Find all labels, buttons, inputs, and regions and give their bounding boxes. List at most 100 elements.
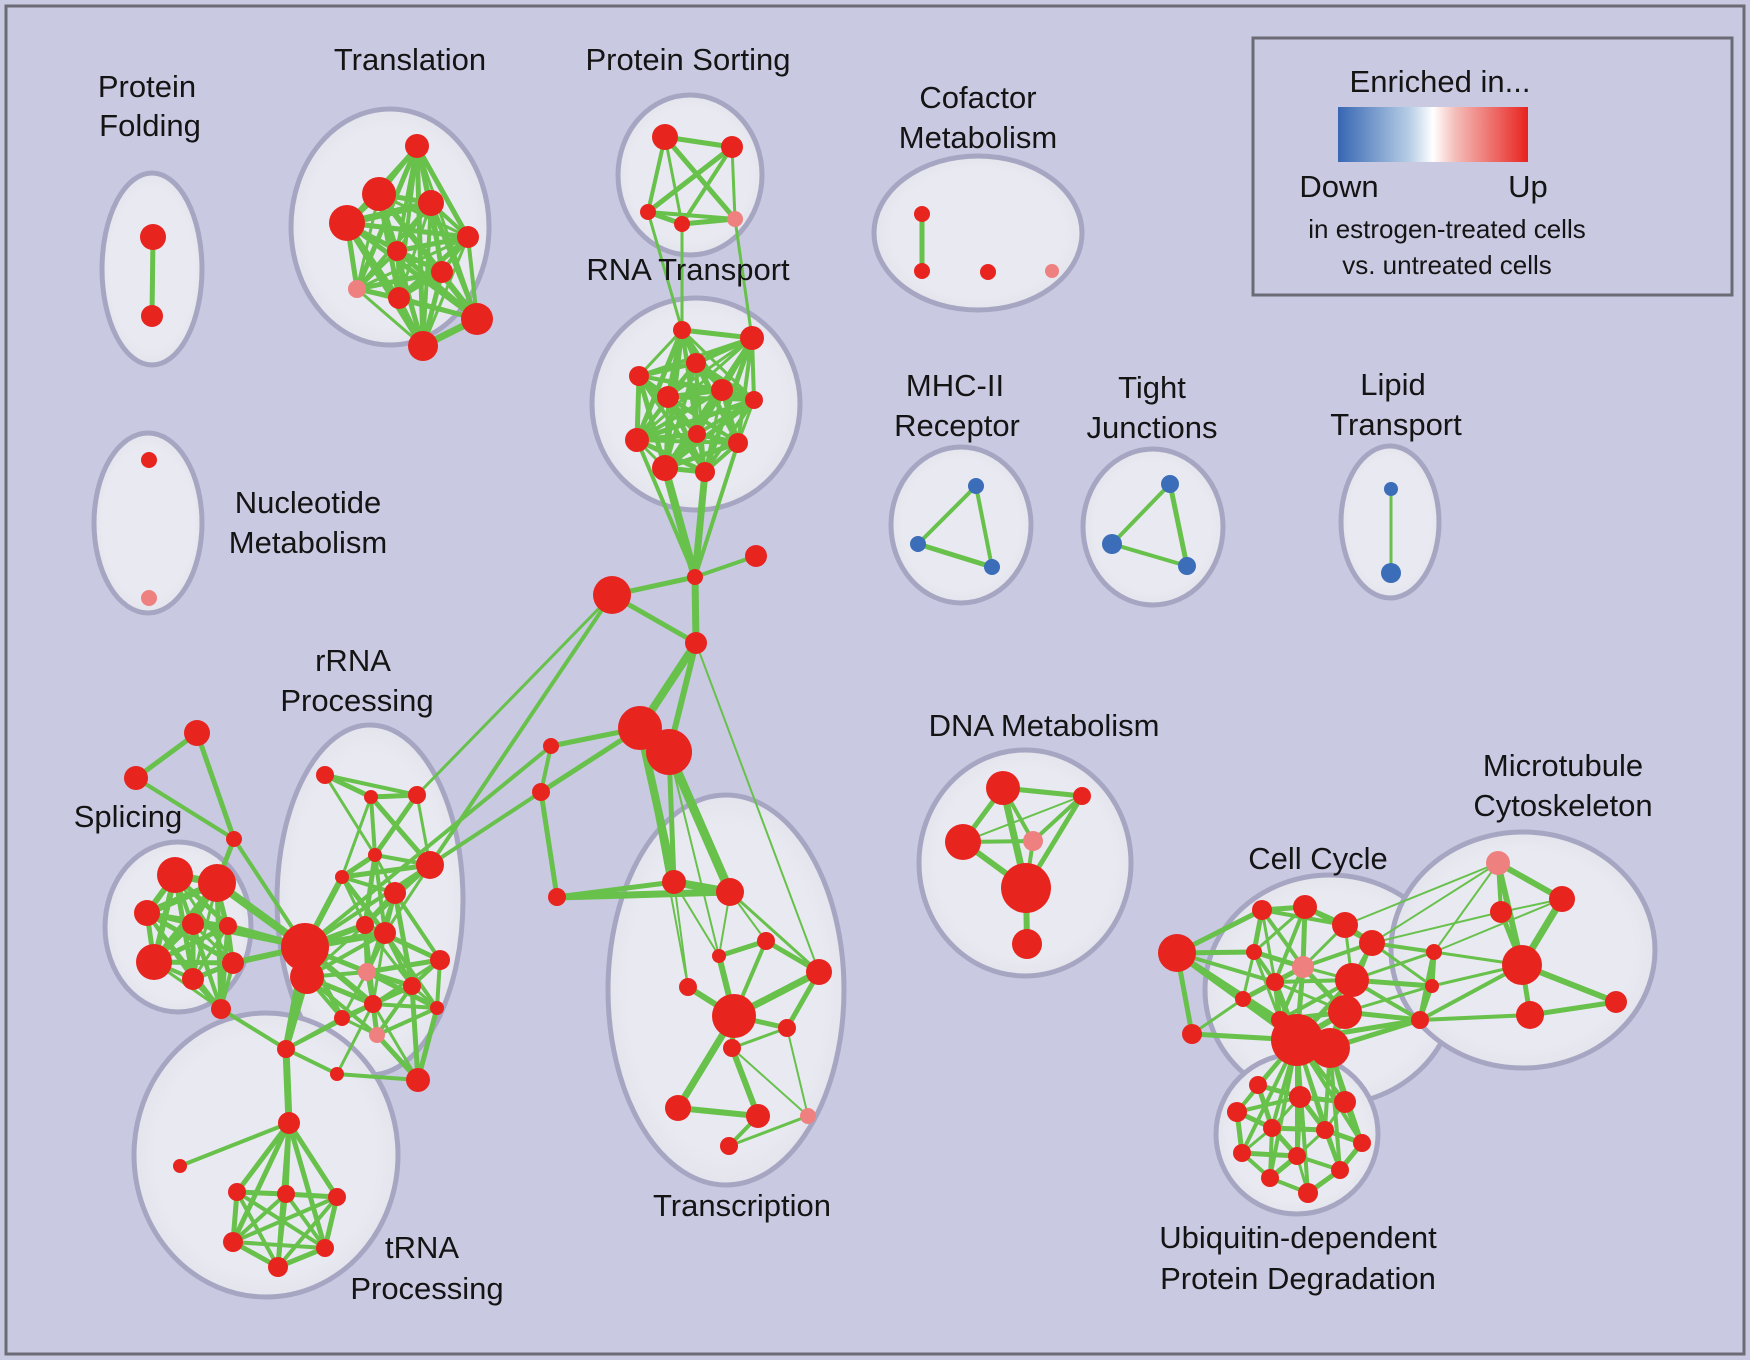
edge — [335, 1072, 420, 1082]
edge — [1433, 862, 1499, 953]
gene-set-node — [984, 559, 1000, 575]
gene-set-node — [1502, 945, 1542, 985]
edge — [284, 1192, 327, 1250]
edge — [663, 135, 684, 226]
cluster-label-nucleotide_metabolism: Nucleotide — [235, 485, 381, 520]
edge — [364, 957, 443, 975]
gene-set-node — [1178, 557, 1196, 575]
cluster-label-tight_junctions: Junctions — [1087, 410, 1218, 445]
edge — [415, 1005, 440, 1083]
gene-set-node — [1549, 886, 1575, 912]
edge — [786, 1027, 809, 1117]
gene-set-node — [687, 569, 703, 585]
gene-set-node — [686, 353, 706, 373]
edge — [680, 328, 756, 402]
gene-set-node — [721, 136, 743, 158]
edge — [553, 888, 734, 901]
gene-set-node — [334, 1010, 350, 1026]
gene-set-node — [673, 321, 691, 339]
edge — [634, 437, 708, 475]
gene-set-node — [716, 878, 744, 906]
edge — [371, 1002, 420, 1082]
gene-set-node — [986, 771, 1020, 805]
edge — [962, 795, 1083, 843]
gene-set-node — [1227, 1102, 1247, 1122]
gene-set-node — [1359, 930, 1385, 956]
gene-set-node — [640, 204, 656, 220]
gene-set-node — [329, 205, 365, 241]
gene-set-node — [646, 729, 692, 775]
edge — [354, 269, 445, 292]
gene-set-node — [182, 913, 204, 935]
cluster-ellipse-protein_sorting — [615, 92, 765, 258]
gene-set-node — [548, 888, 566, 906]
gene-set-node — [1310, 1028, 1350, 1068]
gene-set-node — [408, 331, 438, 361]
gene-set-node — [1384, 482, 1398, 496]
edge — [635, 438, 697, 579]
edge — [664, 747, 735, 897]
gene-set-node — [1353, 1134, 1371, 1152]
gene-set-node — [184, 720, 210, 746]
gene-set-node — [418, 190, 444, 216]
edge — [1344, 862, 1499, 926]
gene-set-node — [141, 305, 163, 327]
gene-set-node — [662, 870, 686, 894]
gene-set-node — [723, 1039, 741, 1057]
gene-set-node — [1182, 1024, 1202, 1044]
cluster-label-cofactor_metabolism: Cofactor — [919, 80, 1036, 115]
gene-set-node — [1426, 944, 1442, 960]
gene-set-node — [277, 1040, 295, 1058]
edge — [1190, 997, 1245, 1036]
edge — [375, 1006, 439, 1037]
cluster-label-rrna_processing: rRNA — [315, 643, 391, 678]
gene-set-node — [695, 462, 715, 482]
gene-set-node — [727, 211, 743, 227]
edge — [639, 727, 689, 988]
gene-set-node — [778, 1019, 796, 1037]
cluster-label-cofactor_metabolism: Metabolism — [899, 120, 1058, 155]
cluster-label-lipid_transport: Transport — [1330, 407, 1462, 442]
gene-set-node — [281, 923, 329, 971]
gene-set-node — [348, 280, 366, 298]
edge — [974, 484, 994, 569]
edge — [276, 1192, 288, 1269]
edge — [339, 874, 388, 936]
gene-set-node — [1381, 563, 1401, 583]
edge — [394, 234, 471, 254]
gene-set-node — [945, 824, 981, 860]
legend-title: Enriched in... — [1350, 64, 1531, 99]
cluster-label-rna_transport: RNA Transport — [586, 252, 790, 287]
gene-set-node — [1490, 901, 1512, 923]
gene-set-node — [910, 536, 926, 552]
gene-set-node — [1425, 979, 1439, 993]
cluster-label-nucleotide_metabolism: Metabolism — [229, 525, 388, 560]
gene-set-node — [1289, 1086, 1311, 1108]
gene-set-node — [431, 261, 453, 283]
cluster-label-ubiquitin_degradation: Protein Degradation — [1160, 1261, 1436, 1296]
gene-set-node — [1486, 851, 1510, 875]
gene-set-node — [1246, 944, 1262, 960]
edge — [178, 1121, 291, 1168]
gene-set-node — [652, 455, 678, 481]
gene-set-node — [1328, 995, 1362, 1029]
gene-set-node — [746, 1104, 770, 1128]
edge — [323, 773, 377, 857]
gene-set-node — [1516, 1001, 1544, 1029]
gene-set-node — [1292, 956, 1314, 978]
edge — [375, 984, 414, 1037]
edge — [538, 789, 560, 900]
edge — [1418, 1013, 1532, 1022]
edge — [414, 143, 471, 240]
edge — [673, 881, 720, 957]
gene-set-node — [387, 241, 407, 261]
gene-set-node — [226, 831, 242, 847]
gene-set-node — [1334, 1091, 1356, 1113]
legend-up-label: Up — [1508, 169, 1548, 204]
gene-set-node — [1252, 900, 1272, 920]
edge — [1433, 898, 1563, 953]
gene-set-node — [593, 576, 631, 614]
gene-set-node — [268, 1257, 288, 1277]
edge — [693, 360, 741, 446]
gene-set-node — [278, 1112, 300, 1134]
